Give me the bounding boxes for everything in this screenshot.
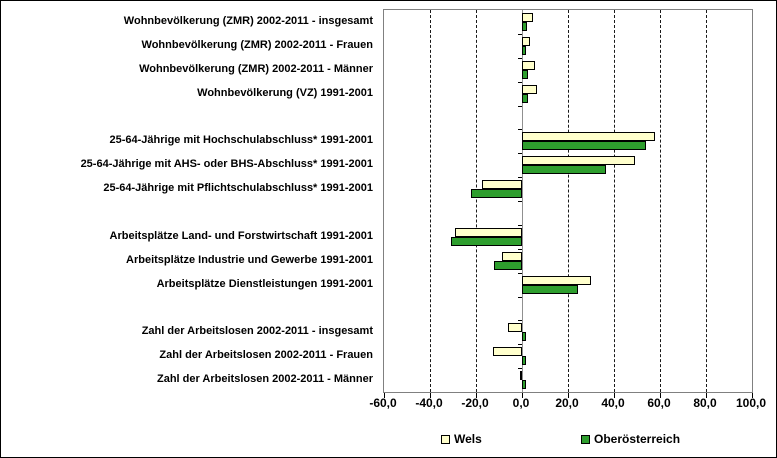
category-axis-tick bbox=[518, 177, 522, 178]
category-label: Zahl der Arbeitslosen 2002-2011 - insges… bbox=[141, 325, 373, 338]
bar-wels bbox=[522, 13, 533, 22]
bar-oberoesterreich bbox=[522, 22, 528, 31]
category-label: Wohnbevölkerung (ZMR) 2002-2011 - insges… bbox=[123, 14, 373, 27]
x-tick-label: -20,0 bbox=[461, 396, 489, 410]
category-axis-labels: Wohnbevölkerung (ZMR) 2002-2011 - insges… bbox=[1, 9, 378, 391]
bar-oberoesterreich bbox=[522, 141, 647, 150]
bar-oberoesterreich bbox=[471, 189, 522, 198]
gridline bbox=[614, 10, 615, 392]
legend-item-oberoesterreich: Oberösterreich bbox=[581, 432, 680, 446]
category-axis-tick bbox=[518, 201, 522, 202]
legend-label: Oberösterreich bbox=[594, 432, 681, 446]
gridline bbox=[430, 10, 431, 392]
category-axis-tick bbox=[518, 344, 522, 345]
legend: Wels Oberösterreich bbox=[1, 432, 776, 450]
bar-oberoesterreich bbox=[522, 285, 579, 294]
bar-wels bbox=[455, 228, 522, 237]
legend-label: Wels bbox=[454, 432, 482, 446]
category-axis-tick bbox=[518, 106, 522, 107]
x-axis-tick bbox=[522, 393, 523, 398]
x-axis-tick bbox=[614, 393, 615, 398]
gridline bbox=[476, 10, 477, 392]
x-tick-label: 0,0 bbox=[512, 396, 530, 410]
bar-wels bbox=[519, 371, 522, 380]
x-axis-tick bbox=[660, 393, 661, 398]
category-axis-tick bbox=[518, 320, 522, 321]
category-label: Zahl der Arbeitslosen 2002-2011 - Männer bbox=[156, 373, 373, 386]
category-label: Arbeitsplätze Land- und Forstwirtschaft … bbox=[109, 229, 373, 242]
x-axis-tick bbox=[476, 393, 477, 398]
x-axis-tick bbox=[752, 393, 753, 398]
bar-wels bbox=[481, 180, 522, 189]
bar-wels bbox=[507, 323, 522, 332]
bar-wels bbox=[522, 37, 531, 46]
zero-axis-line bbox=[522, 10, 523, 392]
category-label: 25-64-Jährige mit Pflichtschulabschluss*… bbox=[103, 182, 373, 195]
gridline bbox=[568, 10, 569, 392]
category-axis-tick bbox=[518, 82, 522, 83]
category-label: Zahl der Arbeitslosen 2002-2011 - Frauen bbox=[159, 349, 373, 362]
category-axis-tick bbox=[518, 249, 522, 250]
category-label: 25-64-Jährige mit Hochschulabschluss* 19… bbox=[109, 134, 373, 147]
x-axis-tick bbox=[568, 393, 569, 398]
bar-oberoesterreich bbox=[522, 94, 528, 103]
category-axis-tick bbox=[518, 368, 522, 369]
category-axis-tick bbox=[518, 34, 522, 35]
bar-wels bbox=[493, 347, 522, 356]
bar-oberoesterreich bbox=[494, 261, 522, 270]
x-axis-labels: -60,0 -40,0 -20,0 0,0 20,0 40,0 60,0 80,0 100,0 bbox=[369, 396, 766, 411]
gridline bbox=[660, 10, 661, 392]
bar-oberoesterreich bbox=[522, 46, 527, 55]
x-axis-tick bbox=[430, 393, 431, 398]
x-axis-tick bbox=[706, 393, 707, 398]
bar-oberoesterreich bbox=[450, 237, 522, 246]
category-axis-tick bbox=[518, 153, 522, 154]
category-label: Wohnbevölkerung (ZMR) 2002-2011 - Frauen bbox=[141, 38, 373, 51]
category-axis-tick bbox=[518, 129, 522, 130]
category-label: Arbeitsplätze Industrie und Gewerbe 1991… bbox=[126, 253, 373, 266]
bar-wels bbox=[522, 85, 538, 94]
category-axis-tick bbox=[518, 273, 522, 274]
bar-wels bbox=[522, 156, 635, 165]
category-label: Wohnbevölkerung (VZ) 1991-2001 bbox=[197, 86, 373, 99]
legend-swatch bbox=[581, 434, 590, 444]
x-axis-tick bbox=[384, 393, 385, 398]
legend-item-wels: Wels bbox=[441, 432, 482, 446]
x-tick-label: 100,0 bbox=[735, 396, 767, 410]
category-label: Arbeitsplätze Dienstleistungen 1991-2001 bbox=[156, 277, 373, 290]
category-axis-tick bbox=[518, 225, 522, 226]
x-tick-label: 40,0 bbox=[601, 396, 625, 410]
plot-area bbox=[383, 9, 753, 398]
category-label: Wohnbevölkerung (ZMR) 2002-2011 - Männer bbox=[139, 62, 373, 75]
bar-oberoesterreich bbox=[522, 380, 527, 389]
x-tick-label: -40,0 bbox=[415, 396, 443, 410]
legend-swatch bbox=[441, 434, 450, 444]
bar-wels bbox=[501, 252, 522, 261]
x-tick-label: -60,0 bbox=[369, 396, 397, 410]
category-axis-tick bbox=[518, 297, 522, 298]
bar-oberoesterreich bbox=[522, 70, 528, 79]
bar-wels bbox=[522, 276, 591, 285]
bar-wels bbox=[522, 132, 656, 141]
x-tick-label: 60,0 bbox=[647, 396, 671, 410]
category-axis-tick bbox=[518, 58, 522, 59]
bar-oberoesterreich bbox=[522, 332, 527, 341]
bar-oberoesterreich bbox=[522, 165, 606, 174]
gridline bbox=[706, 10, 707, 392]
x-tick-label: 20,0 bbox=[555, 396, 579, 410]
x-tick-label: 80,0 bbox=[693, 396, 717, 410]
bar-oberoesterreich bbox=[522, 356, 526, 365]
bar-wels bbox=[522, 61, 535, 70]
category-label: 25-64-Jährige mit AHS- oder BHS-Abschlus… bbox=[80, 158, 373, 171]
